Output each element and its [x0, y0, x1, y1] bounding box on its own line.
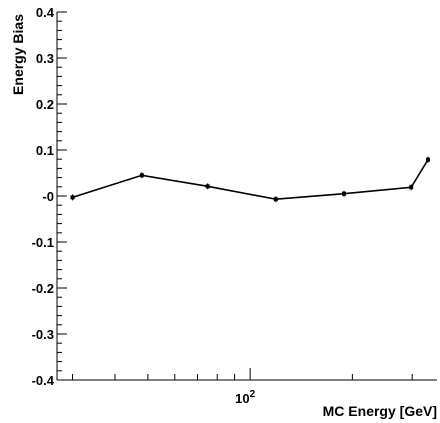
y-tick-label: -0.3: [32, 327, 54, 342]
series-line: [72, 159, 429, 201]
x-axis-ticks: 102: [72, 368, 413, 406]
x-tick-label: 102: [235, 389, 255, 406]
series-bias: [70, 156, 430, 203]
x-axis-title: MC Energy [GeV]: [323, 403, 437, 419]
plot-frame: [56, 12, 437, 381]
y-axis-title: Energy Bias: [10, 14, 26, 95]
y-tick-label: 0.2: [36, 97, 54, 112]
y-axis-ticks: 0.4 0.3 0.2 0.1 -0 -0.1 -0.2 -0.3 -0.4: [32, 5, 67, 388]
y-tick-label: -0.4: [32, 373, 55, 388]
y-tick-label: 0.3: [36, 51, 54, 66]
y-tick-label: 0.1: [36, 143, 54, 158]
y-tick-label: -0: [42, 189, 54, 204]
y-tick-label: -0.2: [32, 281, 54, 296]
y-tick-label: 0.4: [36, 5, 55, 20]
y-tick-label: -0.1: [32, 235, 54, 250]
